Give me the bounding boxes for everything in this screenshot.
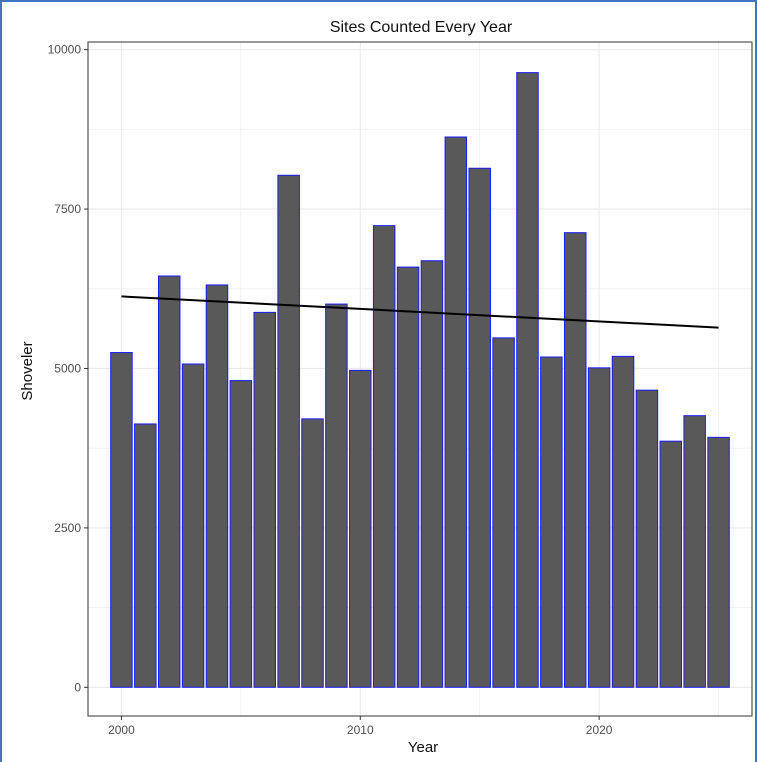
bar — [253, 311, 276, 688]
bar — [301, 418, 324, 688]
bar — [420, 260, 444, 688]
bars — [110, 72, 730, 688]
bar — [134, 423, 157, 688]
bar — [492, 337, 515, 688]
y-tick-label: 7500 — [54, 202, 81, 216]
y-tick-label: 2500 — [54, 521, 81, 535]
bar — [181, 363, 205, 688]
bar — [205, 284, 229, 688]
bar — [444, 136, 468, 688]
y-tick-label: 10000 — [48, 43, 82, 57]
bar — [611, 355, 635, 688]
trend-line — [121, 295, 719, 329]
x-tick-label: 2010 — [347, 723, 374, 737]
y-tick-label: 5000 — [54, 361, 81, 375]
bar — [349, 369, 372, 688]
bar — [683, 415, 706, 688]
x-axis-ticks: 2000 2010 2020 — [108, 716, 613, 737]
bar — [468, 167, 491, 688]
bar — [325, 303, 348, 688]
bar — [277, 174, 300, 688]
bar — [516, 72, 539, 688]
bar — [229, 380, 253, 688]
x-axis-label: Year — [408, 739, 438, 756]
bar — [110, 352, 133, 688]
bar — [564, 232, 587, 688]
x-tick-label: 2020 — [586, 723, 613, 737]
regression-line — [121, 295, 719, 329]
bar — [659, 440, 683, 688]
bar — [396, 266, 420, 688]
bar — [587, 367, 611, 688]
plot-panel-border — [87, 41, 753, 717]
y-tick-label: 0 — [74, 680, 81, 694]
bar — [540, 356, 563, 688]
y-axis-label: Shoveler — [19, 341, 36, 400]
bar — [635, 389, 659, 688]
bar — [372, 225, 396, 688]
bar — [157, 275, 181, 688]
y-axis-ticks: 0 2500 5000 7500 10000 — [48, 43, 88, 694]
x-tick-label: 2000 — [108, 723, 135, 737]
chart-title: Sites Counted Every Year — [330, 19, 513, 36]
bar — [707, 436, 730, 688]
